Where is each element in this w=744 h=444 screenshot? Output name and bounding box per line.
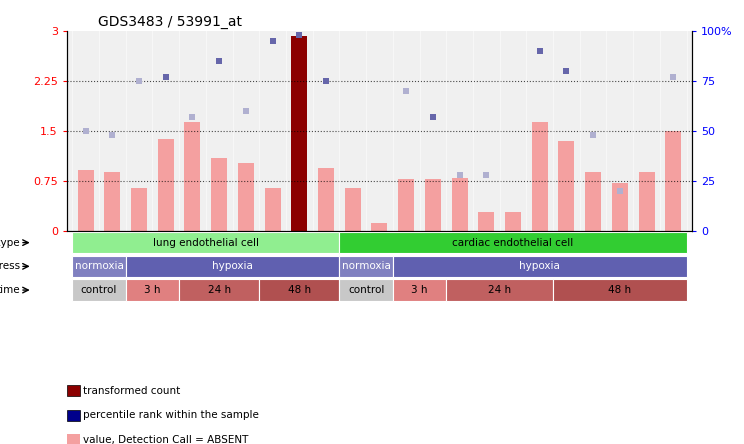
Bar	[292, 36, 307, 231]
Bar	[452, 178, 467, 231]
FancyBboxPatch shape	[446, 279, 553, 301]
FancyBboxPatch shape	[339, 279, 393, 301]
FancyBboxPatch shape	[126, 256, 339, 277]
Bar	[211, 158, 227, 231]
Bar	[425, 179, 441, 231]
Text: 48 h: 48 h	[609, 285, 632, 295]
FancyBboxPatch shape	[393, 256, 687, 277]
Bar	[265, 187, 280, 231]
Bar	[585, 172, 601, 231]
Bar	[158, 139, 174, 231]
Text: lung endothelial cell: lung endothelial cell	[153, 238, 259, 248]
Bar	[398, 179, 414, 231]
Text: normoxia: normoxia	[341, 262, 391, 271]
FancyBboxPatch shape	[179, 279, 259, 301]
Text: control: control	[81, 285, 118, 295]
Text: 24 h: 24 h	[208, 285, 231, 295]
Text: transformed count: transformed count	[83, 386, 181, 396]
Text: 3 h: 3 h	[411, 285, 428, 295]
Bar	[478, 212, 494, 231]
Bar	[612, 183, 628, 231]
Text: percentile rank within the sample: percentile rank within the sample	[83, 410, 259, 420]
FancyBboxPatch shape	[72, 256, 126, 277]
Text: 24 h: 24 h	[488, 285, 511, 295]
FancyBboxPatch shape	[339, 256, 393, 277]
Bar	[559, 141, 574, 231]
Text: 48 h: 48 h	[288, 285, 311, 295]
Text: 3 h: 3 h	[144, 285, 161, 295]
Bar	[665, 131, 682, 231]
Text: cardiac endothelial cell: cardiac endothelial cell	[452, 238, 574, 248]
Bar	[77, 170, 94, 231]
Text: hypoxia: hypoxia	[212, 262, 253, 271]
Bar	[104, 172, 121, 231]
Text: stress: stress	[0, 262, 20, 271]
Text: time: time	[0, 285, 20, 295]
FancyBboxPatch shape	[259, 279, 339, 301]
FancyBboxPatch shape	[553, 279, 687, 301]
Bar	[318, 167, 334, 231]
Text: hypoxia: hypoxia	[519, 262, 560, 271]
Bar	[371, 223, 388, 231]
Bar	[532, 122, 548, 231]
Bar	[131, 187, 147, 231]
FancyBboxPatch shape	[339, 232, 687, 254]
Text: control: control	[348, 285, 384, 295]
Bar	[638, 172, 655, 231]
Text: normoxia: normoxia	[74, 262, 124, 271]
Bar	[185, 122, 200, 231]
Bar	[238, 163, 254, 231]
Text: cell type: cell type	[0, 238, 20, 248]
Bar	[344, 187, 361, 231]
FancyBboxPatch shape	[393, 279, 446, 301]
Text: GDS3483 / 53991_at: GDS3483 / 53991_at	[98, 15, 243, 29]
FancyBboxPatch shape	[72, 279, 126, 301]
FancyBboxPatch shape	[72, 232, 339, 254]
Bar	[505, 212, 521, 231]
Text: value, Detection Call = ABSENT: value, Detection Call = ABSENT	[83, 435, 248, 444]
FancyBboxPatch shape	[126, 279, 179, 301]
